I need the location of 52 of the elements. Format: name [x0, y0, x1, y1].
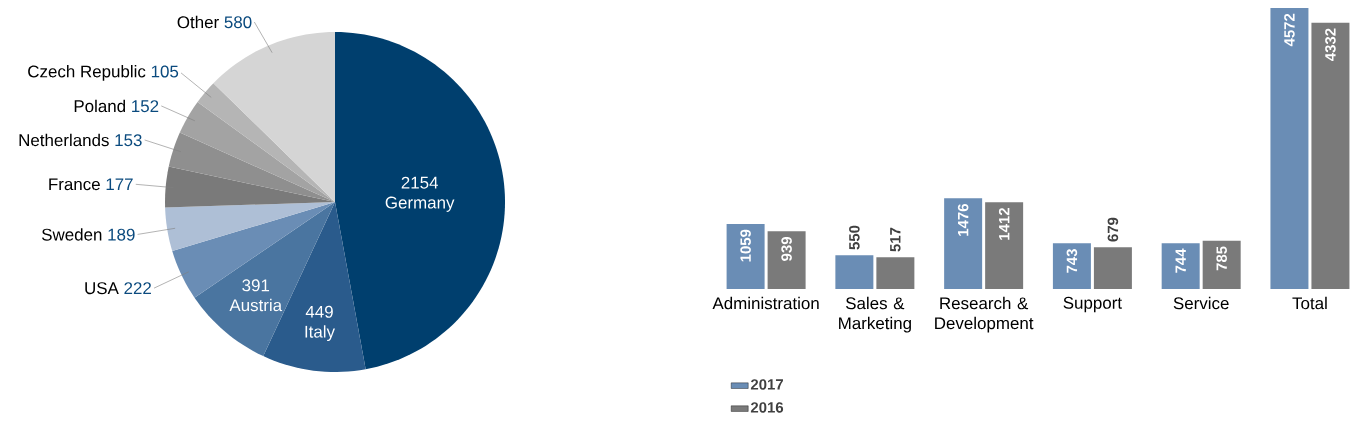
- data-label: 785: [1216, 246, 1227, 271]
- slice-label: Poland: [74, 99, 125, 113]
- bar: [985, 202, 1024, 289]
- bar: [944, 198, 983, 289]
- data-label: 4572: [1284, 13, 1295, 47]
- bar: [1202, 240, 1241, 289]
- data-label: 105: [151, 65, 179, 78]
- data-label: 744: [1175, 248, 1186, 273]
- data-label: 743: [1066, 249, 1078, 273]
- data-label: 517: [890, 227, 901, 252]
- data-label: 4332: [1325, 28, 1336, 61]
- x-tick-label: Service: [1173, 296, 1229, 310]
- bar: [1270, 8, 1309, 289]
- data-label: 939: [781, 237, 792, 261]
- data-label: 189: [108, 228, 135, 241]
- slice-label: Italy: [305, 325, 335, 342]
- bar: [1311, 22, 1350, 289]
- bar: [1093, 247, 1132, 289]
- data-label: 1476: [957, 204, 969, 236]
- x-tick-label: Sales & Marketing: [839, 296, 911, 333]
- data-label: 391: [242, 279, 270, 292]
- x-tick-label: Total: [1292, 296, 1327, 310]
- data-label: 1059: [740, 229, 751, 262]
- slice-label: Czech Republic: [28, 65, 146, 81]
- slice-label: Austria: [229, 298, 283, 312]
- x-tick-label: Research & Development: [935, 296, 1034, 333]
- legend-label: 2017: [750, 379, 783, 390]
- bar: [876, 257, 915, 289]
- data-label: 550: [849, 225, 860, 250]
- slice-label: France: [49, 178, 100, 191]
- data-label: 1412: [998, 208, 1010, 240]
- data-label: 153: [115, 134, 142, 147]
- data-label: 2154: [401, 176, 438, 189]
- data-label: 449: [305, 305, 333, 318]
- slice-label: Other: [177, 15, 219, 29]
- data-label: 222: [124, 282, 151, 294]
- slice-label: Sweden: [41, 228, 102, 241]
- bar: [767, 231, 806, 289]
- data-label: 679: [1107, 217, 1119, 242]
- bar: [835, 255, 874, 289]
- bar: [1161, 243, 1200, 289]
- x-tick-label: Administration: [712, 296, 819, 310]
- data-label: 580: [224, 16, 252, 29]
- bar: [1052, 243, 1091, 289]
- slice-label: Germany: [385, 196, 455, 212]
- bar: [726, 223, 765, 289]
- x-tick-label: Support: [1063, 296, 1122, 313]
- slice-label: USA: [85, 282, 119, 295]
- slice-label: Netherlands: [19, 133, 109, 147]
- data-label: 152: [132, 100, 159, 113]
- data-label: 177: [106, 178, 133, 191]
- legend-label: 2016: [750, 402, 784, 413]
